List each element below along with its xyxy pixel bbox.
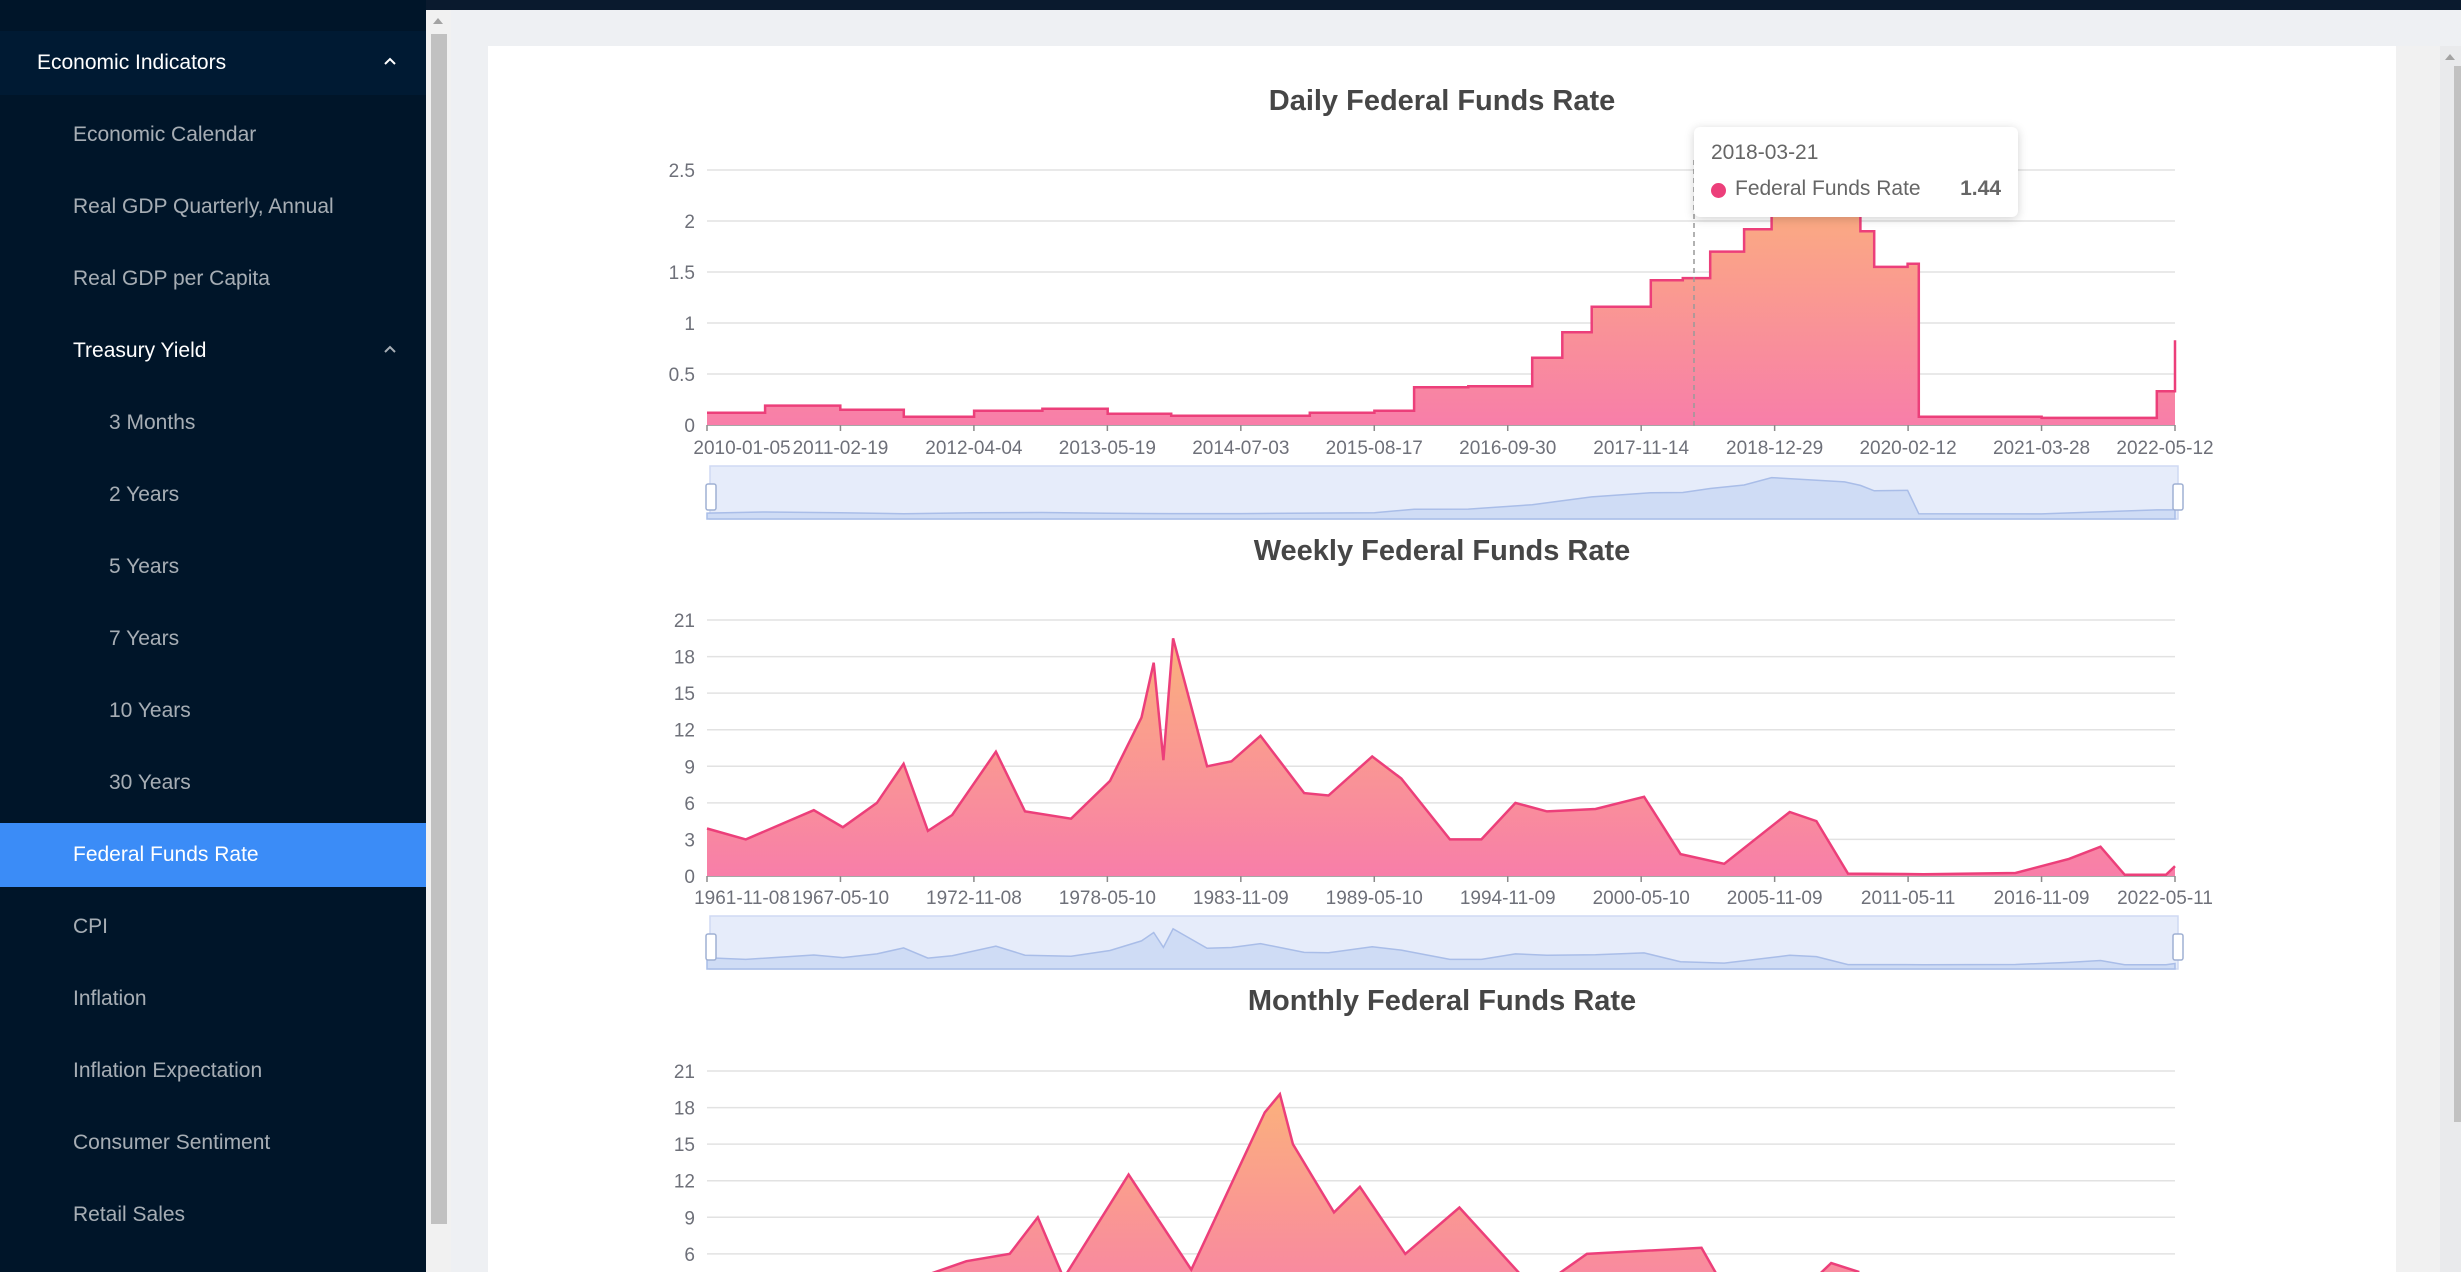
sidebar-item-label: 7 Years: [109, 627, 180, 650]
sidebar-item-economic-indicators[interactable]: Economic Indicators: [0, 31, 426, 95]
sidebar-item-label: Consumer Sentiment: [73, 1131, 271, 1154]
top-bar: [426, 0, 2461, 10]
sidebar-item-label: 2 Years: [109, 483, 180, 506]
chevron-up-icon: [384, 345, 396, 353]
sidebar-item-label: Inflation Expectation: [73, 1059, 263, 1082]
sidebar-item-retail-sales[interactable]: Retail Sales: [0, 1183, 426, 1247]
sidebar-item-7-years[interactable]: 7 Years: [0, 607, 426, 671]
sidebar-item-real-gdp-per-capita[interactable]: Real GDP per Capita: [0, 247, 426, 311]
sidebar-item-label: Inflation: [73, 987, 147, 1010]
chevron-up-icon: [384, 57, 396, 65]
sidebar-item-consumer-sentiment[interactable]: Consumer Sentiment: [0, 1111, 426, 1175]
sidebar-item-30-years[interactable]: 30 Years: [0, 751, 426, 815]
page-scrollbar-thumb[interactable]: [2454, 66, 2461, 1122]
sidebar-item-inflation-expectation[interactable]: Inflation Expectation: [0, 1039, 426, 1103]
sidebar-item-10-years[interactable]: 10 Years: [0, 679, 426, 743]
charts-panel: [488, 46, 2396, 1272]
series-marker-icon: [1711, 183, 1726, 198]
sidebar-item-5-years[interactable]: 5 Years: [0, 535, 426, 599]
sidebar-item-treasury-yield[interactable]: Treasury Yield: [0, 319, 426, 383]
sidebar-item-label: Economic Calendar: [73, 123, 257, 146]
sidebar-item-label: Economic Indicators: [37, 51, 227, 74]
outer-scrollbar-thumb[interactable]: [431, 34, 447, 1224]
tooltip-date: 2018-03-21: [1711, 141, 1819, 164]
sidebar-item-inflation[interactable]: Inflation: [0, 967, 426, 1031]
sidebar-item-label: Real GDP Quarterly, Annual: [73, 195, 334, 218]
sidebar-item-cpi[interactable]: CPI: [0, 895, 426, 959]
tooltip-series-name: Federal Funds Rate: [1735, 177, 1921, 200]
sidebar-item-label: Federal Funds Rate: [73, 843, 259, 866]
scroll-up-arrow-icon[interactable]: [2440, 46, 2461, 66]
sidebar-item-label: 3 Months: [109, 411, 196, 434]
sidebar-item-label: 30 Years: [109, 771, 191, 794]
sidebar-item-2-years[interactable]: 2 Years: [0, 463, 426, 527]
sidebar-item-label: Real GDP per Capita: [73, 267, 270, 290]
tooltip-value: 1.44: [1960, 177, 2001, 200]
sidebar-item-label: Treasury Yield: [73, 339, 207, 362]
sidebar-item-real-gdp-quarterly-annual[interactable]: Real GDP Quarterly, Annual: [0, 175, 426, 239]
sidebar-item-federal-funds-rate[interactable]: Federal Funds Rate: [0, 823, 426, 887]
sidebar-item-label: CPI: [73, 915, 109, 938]
sidebar-item-economic-calendar[interactable]: Economic Calendar: [0, 103, 426, 167]
sidebar-item-label: 10 Years: [109, 699, 191, 722]
sidebar-menu: Economic Indicators Economic Calendar Re…: [0, 0, 426, 1272]
sidebar-item-label: Retail Sales: [73, 1203, 186, 1226]
sidebar-item-label: 5 Years: [109, 555, 180, 578]
sidebar-item-3-months[interactable]: 3 Months: [0, 391, 426, 455]
chart-tooltip: 2018-03-21 Federal Funds Rate 1.44: [1694, 127, 2018, 217]
scroll-up-arrow-icon[interactable]: [426, 10, 451, 30]
